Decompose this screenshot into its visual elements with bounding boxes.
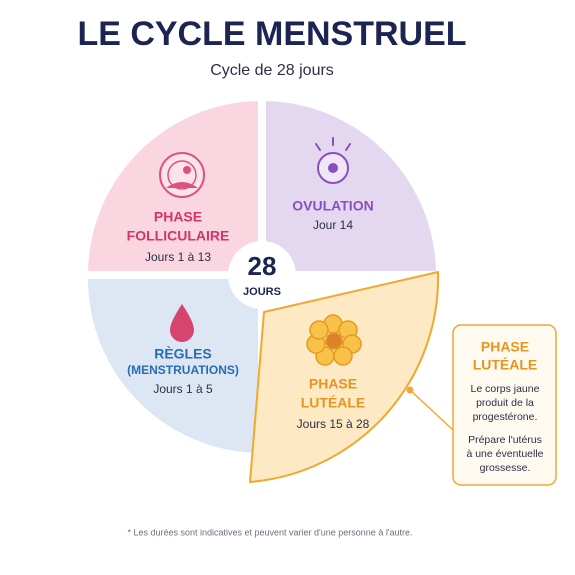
phase-days: Jour 14	[313, 218, 353, 232]
follicle-icon	[159, 152, 205, 198]
subtitle: Cycle de 28 jours	[210, 62, 334, 79]
callout-title: LUTÉALE	[473, 357, 538, 373]
callout-title: PHASE	[481, 339, 529, 355]
phase-name: FOLLICULAIRE	[127, 228, 230, 244]
connector-dot	[406, 386, 414, 394]
callout-text: Prépare l'utérus	[468, 434, 542, 446]
luteal-segment	[249, 271, 440, 483]
callout-text: Le corps jaune	[471, 383, 540, 395]
connector	[409, 389, 454, 431]
center-label: JOURS	[243, 286, 281, 298]
phase-name: PHASE	[309, 376, 357, 392]
menstruation-segment	[87, 279, 258, 453]
center-circle	[228, 241, 296, 309]
callout-text: produit de la	[476, 397, 534, 409]
ovulation-segment	[266, 101, 436, 271]
title: LE CYCLE MENSTRUEL	[77, 15, 466, 53]
center-number: 28	[248, 251, 277, 281]
phase-name: (MENSTRUATIONS)	[127, 363, 239, 377]
phase-days: Jours 1 à 5	[153, 382, 213, 396]
ovulation-icon	[315, 137, 351, 184]
phase-name: LUTÉALE	[301, 395, 366, 411]
phase-name: RÈGLES	[154, 346, 212, 362]
callout-text: à une éventuelle	[466, 448, 543, 460]
phase-name: PHASE	[154, 209, 202, 225]
callout-text: grossesse.	[480, 462, 531, 474]
phase-name: OVULATION	[292, 198, 373, 214]
callout-box	[452, 324, 557, 486]
footnote: * Les durées sont indicatives et peuvent…	[127, 527, 412, 537]
flower-icon	[306, 314, 362, 366]
phase-days: Jours 1 à 13	[145, 250, 211, 264]
callout-text: progestérone.	[473, 411, 538, 423]
drop-icon	[170, 304, 194, 342]
phase-days: Jours 15 à 28	[297, 417, 370, 431]
